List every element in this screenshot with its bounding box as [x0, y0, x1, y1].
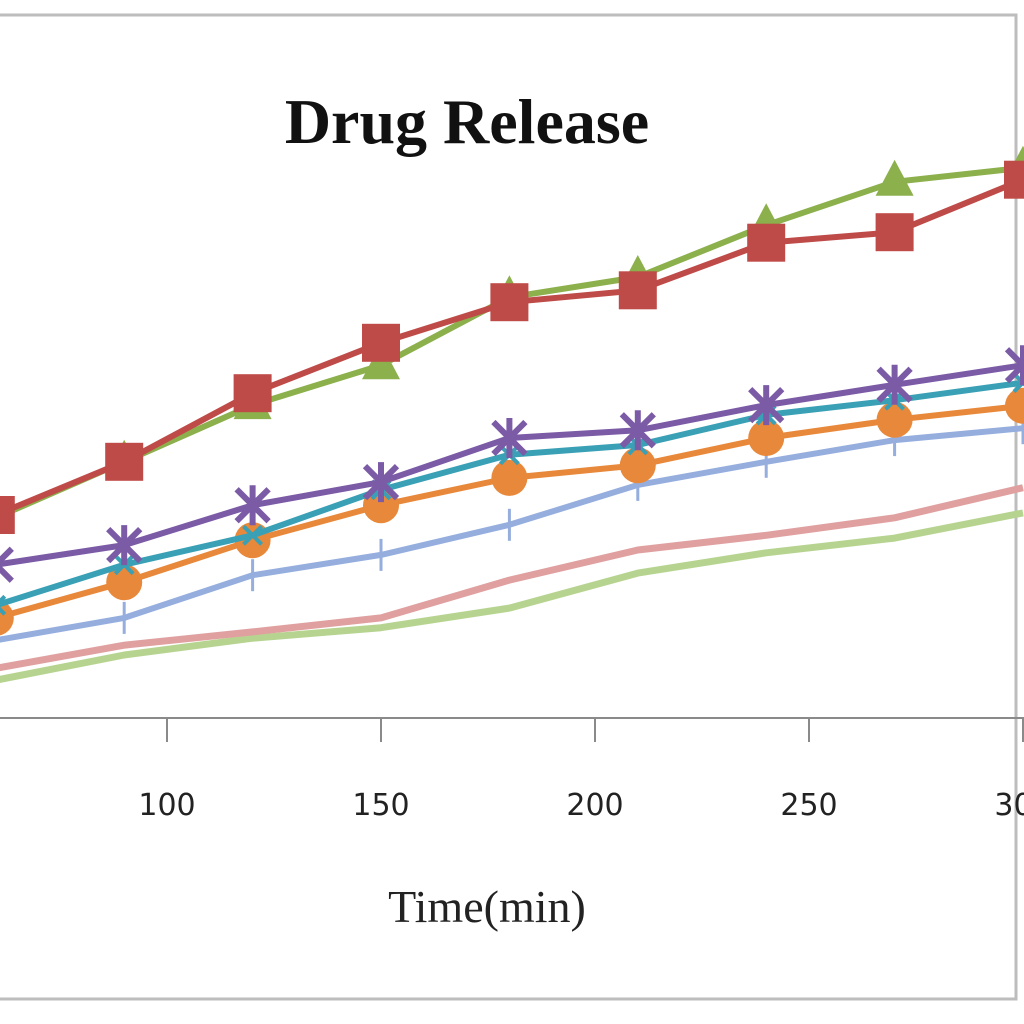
marker-star	[748, 385, 785, 426]
chart-frame	[0, 13, 1018, 1001]
marker-square	[1004, 160, 1024, 199]
series	[0, 509, 1024, 683]
x-tick-label: 250	[780, 788, 837, 823]
marker-circle	[748, 420, 785, 456]
x-tick-label: 100	[138, 788, 195, 823]
marker-circle	[876, 401, 913, 438]
marker-square	[0, 496, 15, 534]
marker-triangle	[875, 159, 914, 196]
marker-star	[491, 418, 528, 458]
chart-title: Drug Release	[285, 86, 649, 157]
marker-star	[362, 462, 400, 503]
marker-square	[618, 271, 657, 310]
marker-circle	[0, 600, 14, 636]
marker-square	[490, 283, 529, 322]
x-tick-label: 200	[566, 788, 623, 823]
marker-star	[619, 410, 656, 451]
marker-square	[233, 374, 272, 413]
x-axis-label: Time(min)	[388, 881, 586, 932]
marker-star	[1004, 345, 1024, 386]
series	[0, 484, 1024, 672]
marker-star	[234, 485, 271, 526]
marker-square	[747, 223, 786, 262]
x-tick-label: 300	[994, 788, 1024, 823]
series-line	[0, 484, 1024, 672]
series	[0, 160, 1024, 534]
marker-cross	[242, 524, 264, 546]
marker-circle	[491, 459, 528, 496]
marker-square	[105, 442, 144, 481]
marker-cross	[0, 594, 7, 616]
marker-star	[0, 546, 14, 583]
marker-circle	[1005, 387, 1024, 424]
x-tick-label: 150	[352, 788, 409, 823]
marker-square	[362, 323, 400, 362]
series	[0, 345, 1024, 583]
series-line	[0, 509, 1024, 683]
marker-star	[876, 364, 913, 405]
marker-square	[875, 213, 914, 252]
marker-circle	[619, 447, 656, 484]
marker-star	[106, 525, 143, 566]
